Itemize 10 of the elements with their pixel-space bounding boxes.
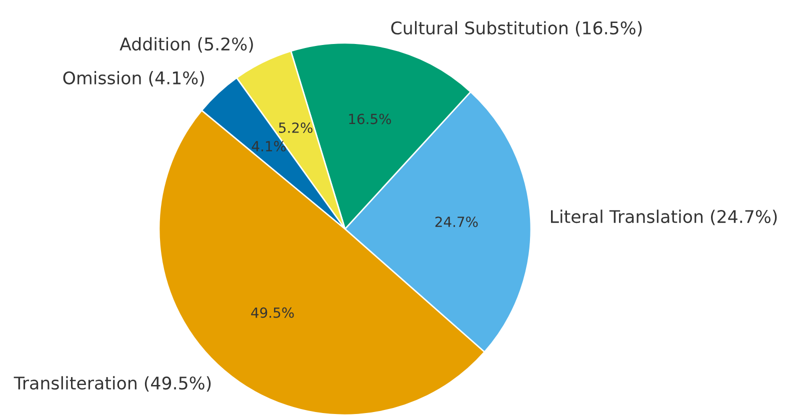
data-label: 24.7% [435,216,478,228]
data-label: 16.5% [349,114,391,124]
data-label: 4.1% [252,140,286,152]
slice-label: Omission (4.1%) [63,71,204,86]
slice-label: Cultural Substitution (16.5%) [391,21,642,37]
data-label: 5.2% [279,122,312,133]
slice-label: Literal Translation (24.7%) [551,210,777,226]
slice-label: Transliteration (49.5%) [14,376,211,392]
data-label: 49.5% [251,307,294,318]
slice-label: Addition (5.2%) [120,37,253,53]
